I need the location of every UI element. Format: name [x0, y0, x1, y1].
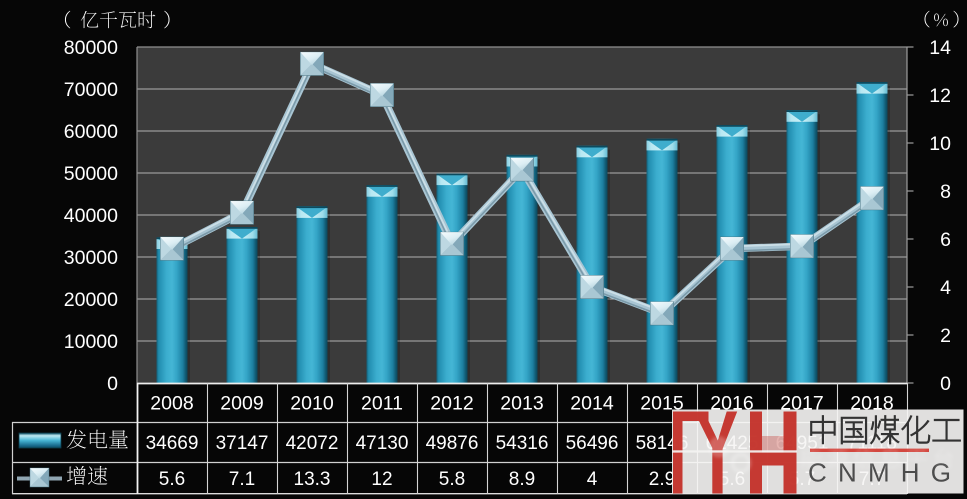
svg-text:2017: 2017: [780, 393, 823, 415]
svg-text:5.8: 5.8: [439, 469, 465, 490]
svg-text:70000: 70000: [64, 79, 118, 101]
svg-text:30000: 30000: [64, 247, 118, 269]
svg-text:80000: 80000: [64, 37, 118, 59]
svg-text:2012: 2012: [430, 393, 473, 415]
svg-text:40000: 40000: [64, 205, 118, 227]
svg-text:49876: 49876: [426, 433, 479, 454]
svg-text:2015: 2015: [640, 393, 684, 415]
svg-text:42072: 42072: [286, 433, 339, 454]
svg-text:2011: 2011: [361, 393, 403, 415]
svg-text:20000: 20000: [64, 289, 118, 311]
svg-text:10: 10: [929, 133, 951, 155]
svg-text:2016: 2016: [710, 393, 753, 415]
svg-text:54316: 54316: [496, 433, 549, 454]
svg-text:6: 6: [940, 229, 951, 251]
svg-text:13.3: 13.3: [294, 469, 331, 490]
svg-text:50000: 50000: [64, 163, 118, 185]
svg-text:12: 12: [929, 85, 951, 107]
svg-text:2014: 2014: [570, 393, 614, 415]
svg-text:7.1: 7.1: [229, 469, 255, 490]
svg-text:12: 12: [371, 469, 392, 490]
svg-text:14: 14: [929, 37, 951, 59]
svg-text:4: 4: [940, 277, 951, 299]
svg-text:34669: 34669: [146, 433, 199, 454]
svg-text:5.6: 5.6: [159, 469, 185, 490]
svg-text:2: 2: [940, 325, 951, 347]
svg-text:8: 8: [940, 181, 951, 203]
svg-text:2008: 2008: [150, 393, 193, 415]
svg-text:60000: 60000: [64, 121, 118, 143]
svg-text:2.9: 2.9: [649, 469, 675, 490]
svg-text:56496: 56496: [566, 433, 619, 454]
svg-text:2010: 2010: [290, 393, 334, 415]
svg-text:2009: 2009: [220, 393, 263, 415]
svg-text:10000: 10000: [64, 331, 118, 353]
svg-text:47130: 47130: [356, 433, 409, 454]
svg-text:0: 0: [107, 373, 118, 395]
svg-text:8.9: 8.9: [509, 469, 535, 490]
svg-text:2018: 2018: [850, 393, 893, 415]
svg-text:37147: 37147: [216, 433, 269, 454]
svg-text:CNMHG: CNMHG: [808, 458, 960, 488]
svg-text:0: 0: [940, 373, 951, 395]
svg-text:2013: 2013: [500, 393, 543, 415]
svg-text:4: 4: [587, 469, 598, 490]
